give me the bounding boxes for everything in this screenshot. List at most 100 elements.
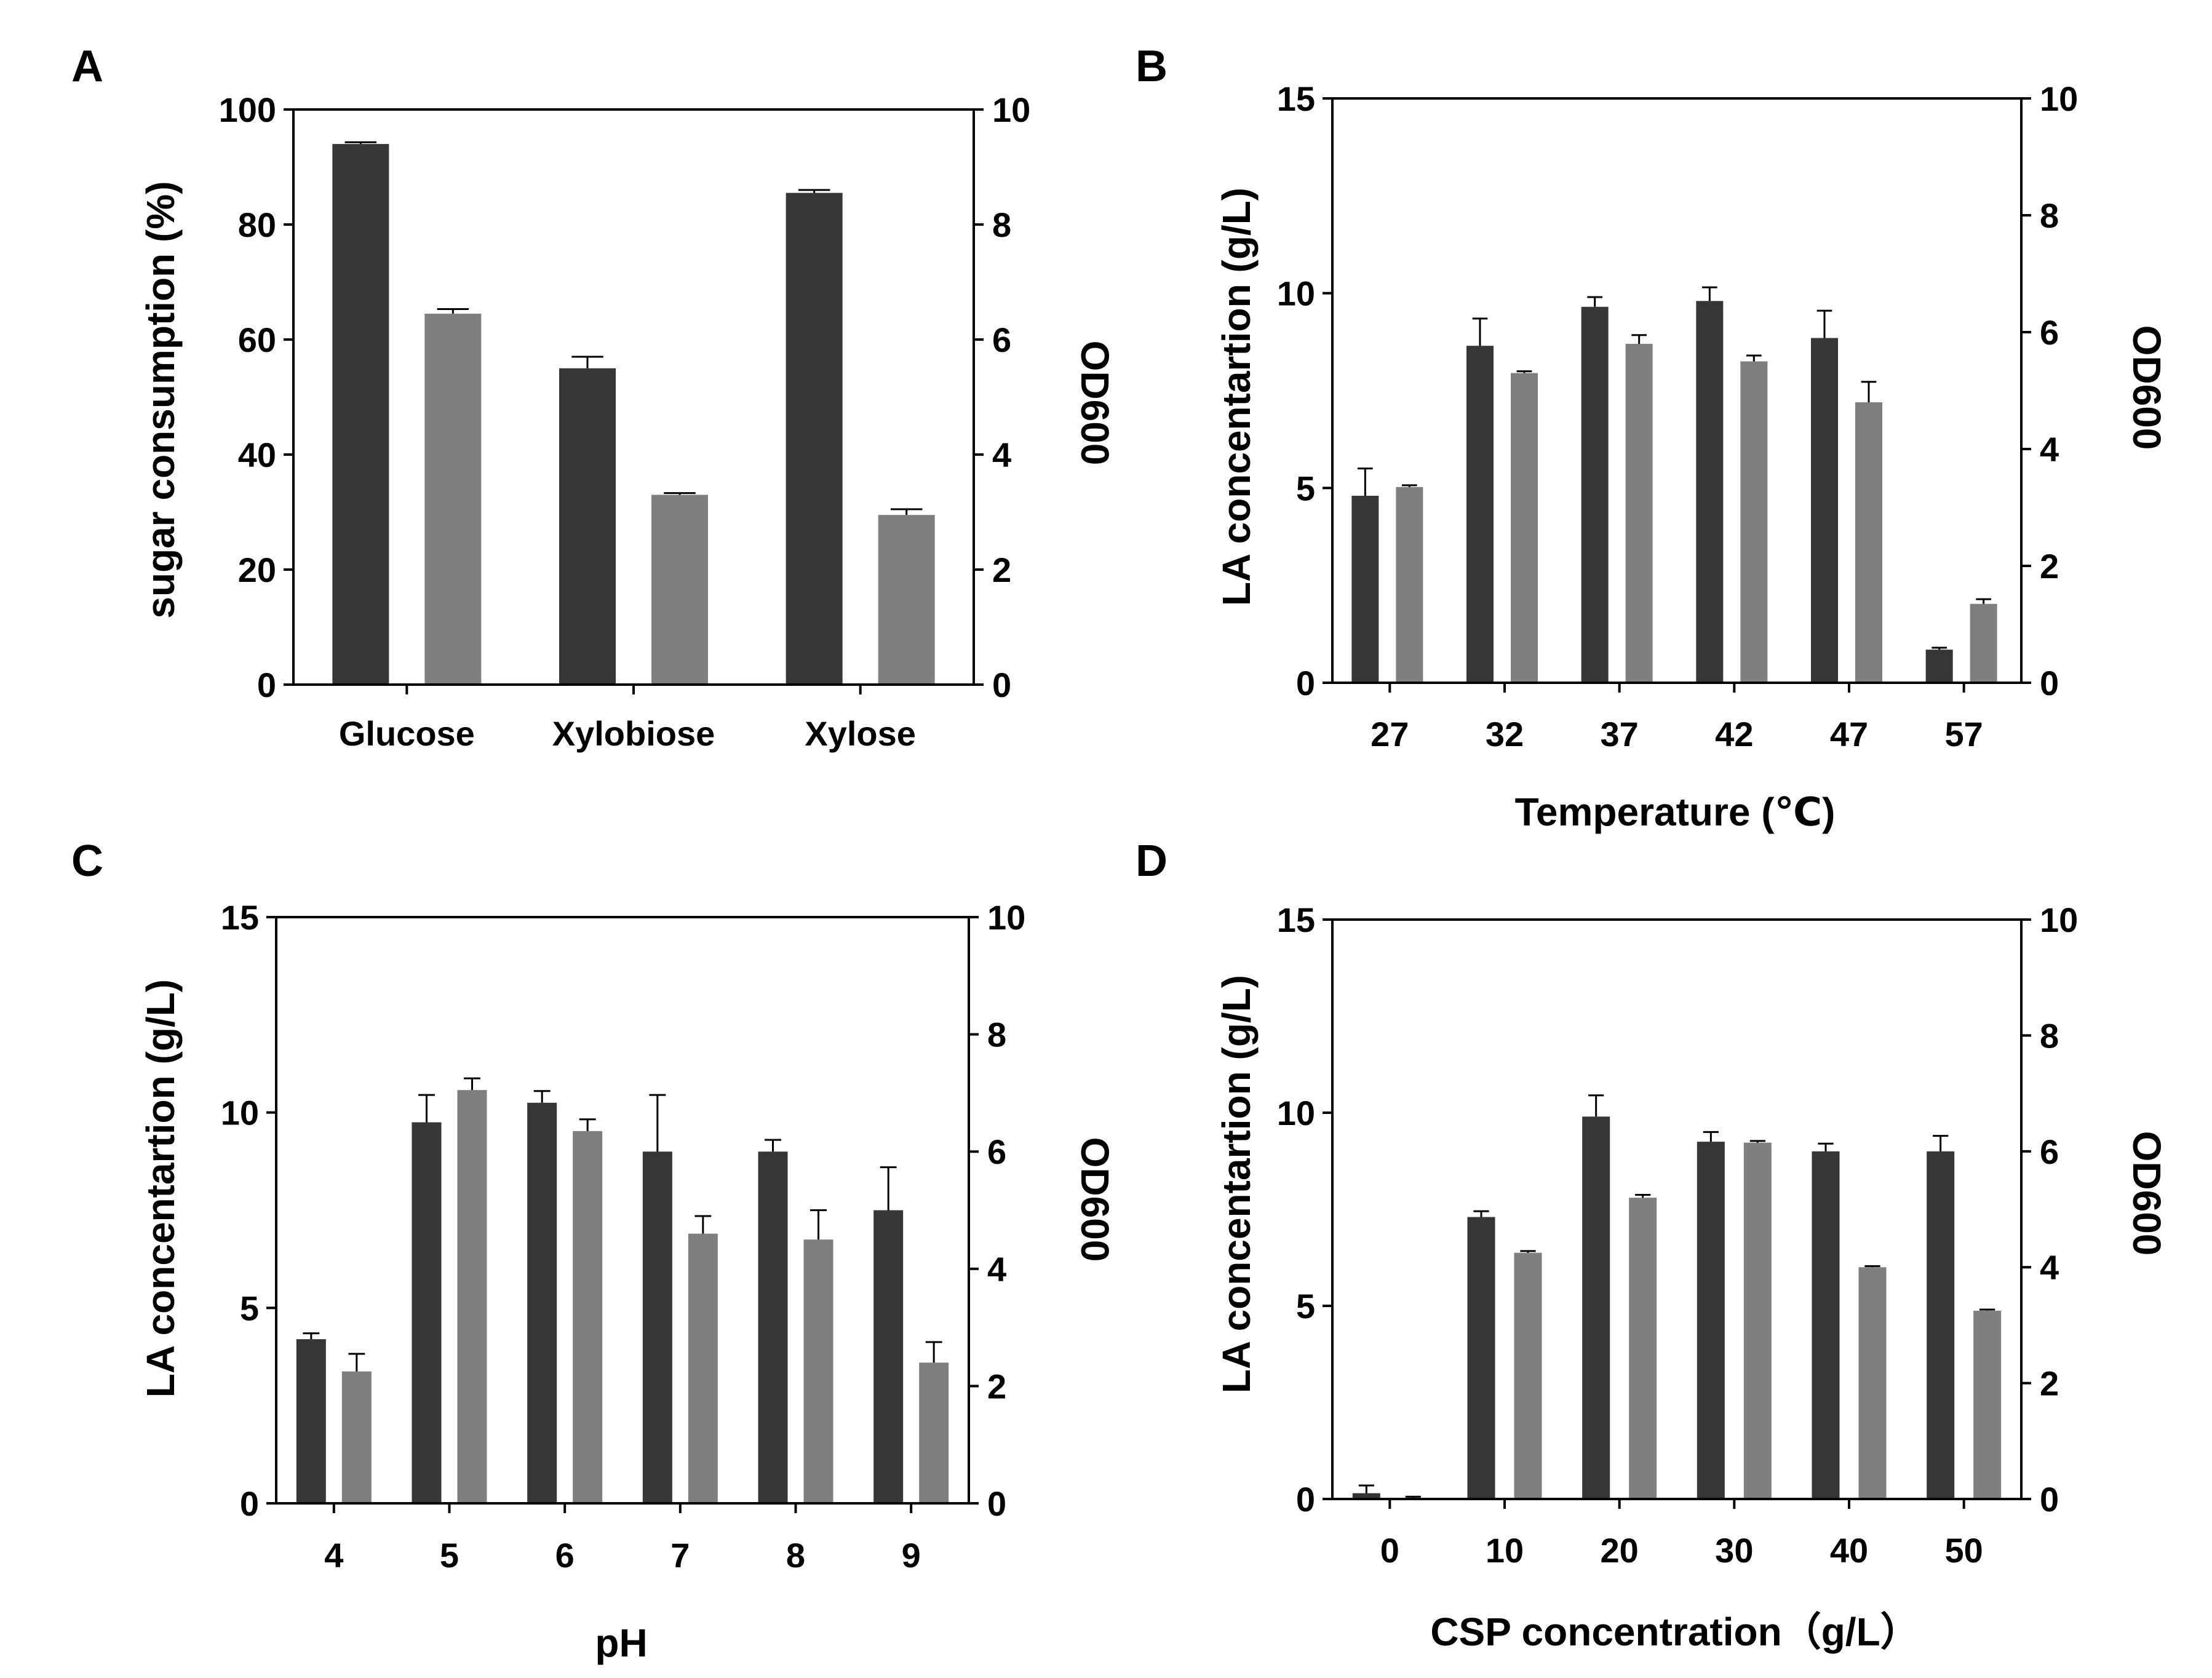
panel-b-category-label-47: 47 bbox=[1830, 715, 1868, 754]
panel-b-bar-s1-32 bbox=[1511, 373, 1538, 683]
panel-b-ylabel: LA concentartion (g/L) bbox=[1214, 188, 1259, 606]
panel-c-bar-s1-9 bbox=[919, 1362, 949, 1503]
panel-a-y2tick-label-10: 10 bbox=[992, 90, 1030, 129]
panel-b-y2tick-label-2: 2 bbox=[2040, 547, 2059, 586]
panel-b-bar-s1-57 bbox=[1970, 603, 1997, 683]
panel-a-category-label-Glucose: Glucose bbox=[339, 714, 475, 753]
panel-a-bar-s0-Glucose bbox=[332, 144, 389, 685]
panel-b-bar-s0-37 bbox=[1581, 306, 1609, 683]
panel-d-letter: D bbox=[1136, 837, 1168, 886]
panel-d-bar-s0-0 bbox=[1352, 1493, 1380, 1499]
panel-c-y2label: OD600 bbox=[1073, 1137, 1117, 1262]
panel-d-category-label-50: 50 bbox=[1945, 1531, 1983, 1570]
panel-b-xlabel: Temperature (℃) bbox=[1515, 790, 1836, 834]
panel-c-bar-s0-6 bbox=[527, 1102, 557, 1503]
panel-c-ytick-label-15: 15 bbox=[221, 898, 259, 937]
panel-b-y2tick-label-8: 8 bbox=[2040, 196, 2059, 235]
panel-c: C 0 5 10 15 0 2 4 6 8 10 4 5 6 7 8 9 LA concentartion (… bbox=[71, 837, 1117, 1665]
panel-a-ylabel: sugar consumption (%) bbox=[138, 181, 183, 618]
panel-d-bar-s0-50 bbox=[1927, 1151, 1955, 1499]
panel-a-category-label-Xylose: Xylose bbox=[805, 714, 916, 753]
panel-a-ytick-label-80: 80 bbox=[238, 205, 276, 244]
panel-a-bar-s0-Xylose bbox=[786, 193, 843, 685]
panel-c-bar-s0-7 bbox=[642, 1151, 672, 1503]
panel-b-y2label: OD600 bbox=[2125, 325, 2169, 450]
panel-c-category-label-8: 8 bbox=[786, 1536, 805, 1575]
panel-d-y2tick-label-4: 4 bbox=[2040, 1248, 2059, 1287]
panel-d-y2label: OD600 bbox=[2125, 1131, 2169, 1256]
panel-a-bar-s1-Glucose bbox=[424, 313, 482, 685]
panel-c-category-label-5: 5 bbox=[440, 1536, 459, 1575]
panel-b-bar-s0-42 bbox=[1696, 301, 1724, 683]
panel-d-bar-s1-10 bbox=[1514, 1252, 1542, 1499]
panel-b-bar-s1-27 bbox=[1396, 487, 1423, 683]
panel-a-y2tick-label-4: 4 bbox=[992, 435, 1011, 474]
panel-d-y2tick-label-8: 8 bbox=[2040, 1016, 2059, 1055]
panel-a-ytick-label-0: 0 bbox=[257, 666, 276, 704]
panel-c-y2tick-label-4: 4 bbox=[987, 1250, 1006, 1289]
panel-a-y2label: OD600 bbox=[1073, 341, 1117, 466]
panel-c-ylabel: LA concentartion (g/L) bbox=[138, 979, 183, 1398]
panel-b-bar-s0-47 bbox=[1811, 338, 1838, 683]
panel-d-category-label-20: 20 bbox=[1601, 1531, 1639, 1570]
panel-b-y2tick-label-10: 10 bbox=[2040, 79, 2078, 118]
panel-a-category-label-Xylobiose: Xylobiose bbox=[552, 714, 715, 753]
panel-d-bar-s0-20 bbox=[1582, 1116, 1610, 1499]
panel-a-letter: A bbox=[71, 42, 103, 91]
panel-a-y2tick-label-0: 0 bbox=[992, 666, 1011, 704]
panel-d-xlabel: CSP concentration（g/L） bbox=[1430, 1610, 1919, 1654]
panel-c-y2tick-label-6: 6 bbox=[987, 1132, 1006, 1171]
panel-b-ytick-label-10: 10 bbox=[1277, 274, 1315, 313]
panel-d-plot: 0 5 10 15 0 2 4 6 8 10 0 10 20 30 40 50 bbox=[1277, 901, 2079, 1570]
panel-b-bar-s0-32 bbox=[1466, 346, 1494, 683]
panel-b-y2tick-label-0: 0 bbox=[2040, 664, 2059, 702]
panel-c-bar-s0-4 bbox=[296, 1339, 326, 1503]
panel-c-bar-s1-7 bbox=[688, 1233, 718, 1503]
panel-c-letter: C bbox=[71, 837, 103, 886]
panel-d-bar-s0-40 bbox=[1812, 1151, 1840, 1499]
panel-c-y2tick-label-8: 8 bbox=[987, 1016, 1006, 1054]
panel-c-bar-s1-5 bbox=[457, 1090, 487, 1503]
panel-a-y2tick-label-8: 8 bbox=[992, 205, 1011, 244]
panel-d-bar-s1-40 bbox=[1858, 1267, 1887, 1499]
panel-d-ylabel: LA concentartion (g/L) bbox=[1214, 975, 1259, 1393]
panel-c-bar-s0-5 bbox=[412, 1122, 442, 1503]
panel-b-category-label-27: 27 bbox=[1371, 715, 1409, 754]
panel-c-ytick-label-5: 5 bbox=[240, 1289, 259, 1327]
panel-a: A 0 20 40 60 80 100 0 2 4 6 8 10 Glucose Xylobiose Xyl… bbox=[71, 42, 1117, 753]
panel-d-category-label-30: 30 bbox=[1715, 1531, 1753, 1570]
panel-a-plot: 0 20 40 60 80 100 0 2 4 6 8 10 Glucose Xylobiose Xylos… bbox=[219, 90, 1031, 753]
panel-b-ytick-label-5: 5 bbox=[1296, 469, 1315, 507]
panel-a-ytick-label-40: 40 bbox=[238, 435, 276, 474]
panel-c-ytick-label-10: 10 bbox=[221, 1094, 259, 1132]
panel-c-category-label-4: 4 bbox=[324, 1536, 343, 1575]
panel-d-ytick-label-10: 10 bbox=[1277, 1094, 1315, 1132]
panel-c-ytick-label-0: 0 bbox=[240, 1484, 259, 1523]
panel-d-bar-s0-30 bbox=[1697, 1142, 1725, 1499]
panel-b: B 0 5 10 15 0 2 4 6 8 10 27 32 37 42 47 57 LA concentar… bbox=[1136, 42, 2169, 834]
panel-c-xlabel: pH bbox=[595, 1621, 647, 1665]
panel-a-bar-s0-Xylobiose bbox=[559, 368, 616, 685]
panel-a-ytick-label-100: 100 bbox=[219, 90, 276, 129]
panel-c-y2tick-label-2: 2 bbox=[987, 1367, 1006, 1406]
panel-b-bar-s1-47 bbox=[1855, 402, 1882, 683]
panel-d-y2tick-label-2: 2 bbox=[2040, 1364, 2059, 1403]
panel-b-bar-s0-27 bbox=[1351, 496, 1379, 683]
panel-d-category-label-10: 10 bbox=[1486, 1531, 1524, 1570]
panel-c-y2tick-label-0: 0 bbox=[987, 1484, 1006, 1523]
panel-b-category-label-32: 32 bbox=[1486, 715, 1524, 754]
panel-d-bar-s1-20 bbox=[1629, 1198, 1657, 1499]
panel-d: D 0 5 10 15 0 2 4 6 8 10 0 10 20 30 40 50 LA concentart… bbox=[1136, 837, 2169, 1654]
panel-a-ytick-label-60: 60 bbox=[238, 320, 276, 359]
panel-d-bar-s1-30 bbox=[1743, 1142, 1772, 1499]
panel-c-bar-s1-6 bbox=[573, 1131, 603, 1503]
panel-b-bar-s1-42 bbox=[1740, 361, 1768, 683]
panel-d-category-label-40: 40 bbox=[1830, 1531, 1868, 1570]
panel-d-ytick-label-0: 0 bbox=[1296, 1480, 1315, 1519]
panel-a-y2tick-label-2: 2 bbox=[992, 551, 1011, 589]
panel-a-ytick-label-20: 20 bbox=[238, 551, 276, 589]
panel-b-bar-s0-57 bbox=[1925, 650, 1953, 683]
panel-d-y2tick-label-6: 6 bbox=[2040, 1132, 2059, 1171]
panel-b-ytick-label-15: 15 bbox=[1277, 79, 1315, 118]
panel-d-category-label-0: 0 bbox=[1380, 1531, 1399, 1570]
